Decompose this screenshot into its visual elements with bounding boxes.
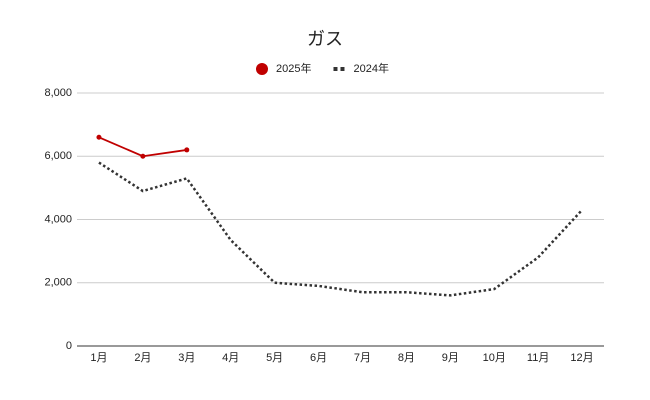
- y-tick-label: 4,000: [44, 213, 72, 225]
- x-tick-label: 10月: [483, 352, 506, 364]
- x-tick-label: 8月: [398, 352, 415, 364]
- x-tick-label: 6月: [310, 352, 327, 364]
- x-tick-label: 12月: [570, 352, 593, 364]
- data-point: [96, 134, 102, 140]
- legend-label: 2025年: [276, 61, 311, 75]
- x-tick-label: 2月: [134, 352, 151, 364]
- x-tick-label: 9月: [442, 352, 459, 364]
- y-tick-label: 2,000: [44, 277, 72, 289]
- chart-title: ガス: [307, 29, 343, 49]
- x-tick-label: 1月: [90, 352, 107, 364]
- data-point: [184, 147, 190, 153]
- legend-swatch: [333, 67, 338, 71]
- x-tick-label: 3月: [178, 352, 195, 364]
- x-tick-label: 11月: [527, 352, 549, 364]
- x-tick-label: 5月: [266, 352, 283, 364]
- legend-label: 2024年: [353, 61, 388, 75]
- y-tick-label: 0: [66, 340, 72, 352]
- legend-swatch: [256, 63, 268, 75]
- x-tick-label: 4月: [222, 352, 239, 364]
- data-point: [140, 153, 146, 159]
- series-line: [98, 136, 187, 158]
- series-line: [98, 161, 583, 297]
- legend-swatch: [340, 67, 345, 71]
- y-tick-label: 8,000: [44, 87, 72, 99]
- y-tick-label: 6,000: [44, 150, 72, 162]
- x-tick-label: 7月: [354, 352, 371, 364]
